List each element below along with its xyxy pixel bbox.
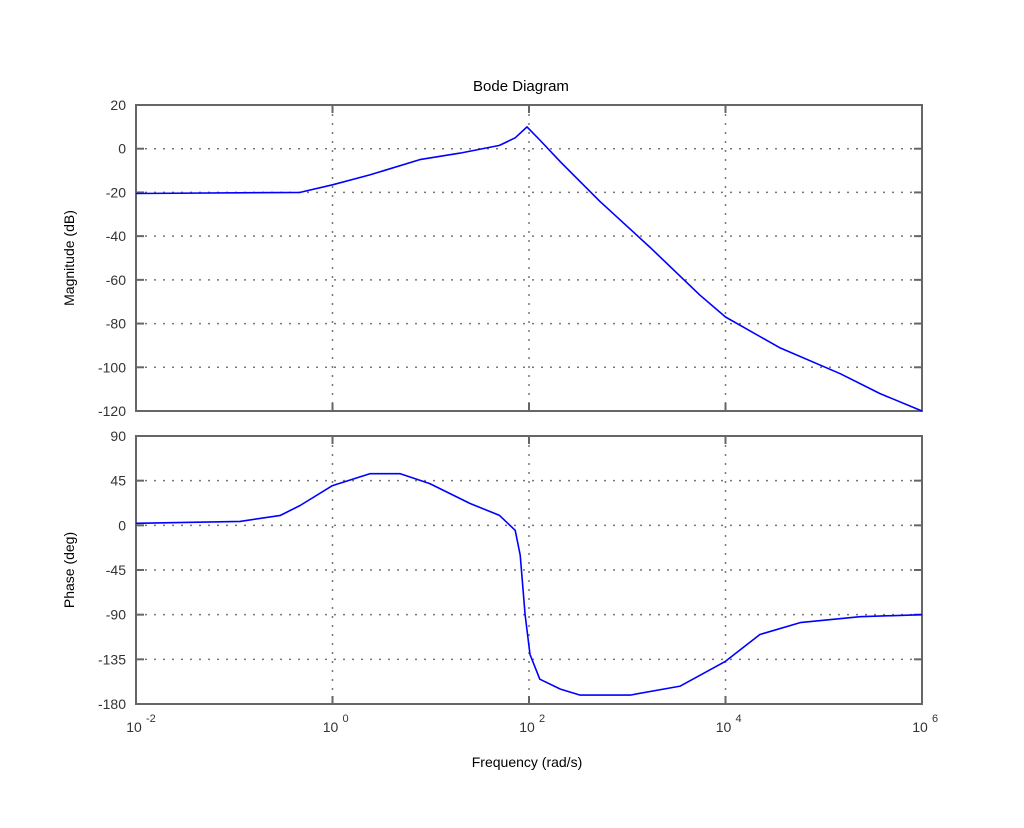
- y-tick-label: -180: [98, 696, 126, 712]
- y-tick-label: -135: [98, 651, 126, 667]
- phase-axes: 90 45 0 -45 -90 -135 -180: [98, 428, 923, 712]
- x-tick-exponent: 4: [736, 713, 742, 725]
- x-tick-label: 10: [323, 719, 339, 735]
- x-axis-label: Frequency (rad/s): [472, 754, 582, 770]
- y-tick-label: -45: [106, 562, 126, 578]
- x-tick-exponent: 6: [932, 713, 938, 725]
- magnitude-curve: [135, 126, 923, 412]
- x-tick-label: 10: [519, 719, 535, 735]
- x-tick-label: 10: [912, 719, 928, 735]
- y-tick-label: -40: [106, 228, 126, 244]
- magnitude-axes: 20 0 -20 -40 -60 -80 -100 -120: [98, 97, 923, 419]
- x-tick-exponent: 2: [539, 713, 545, 725]
- y-tick-label: -100: [98, 359, 126, 375]
- y-tick-label: -20: [106, 184, 126, 200]
- y-tick-label: 0: [118, 517, 126, 533]
- chart-title: Bode Diagram: [473, 78, 569, 95]
- phase-plot-area: [135, 435, 923, 705]
- x-tick-label: 10: [126, 719, 142, 735]
- x-tick-label: 10: [716, 719, 732, 735]
- phase-ylabel: Phase (deg): [61, 532, 77, 608]
- y-tick-label: 90: [110, 428, 126, 444]
- y-tick-label: -90: [106, 607, 126, 623]
- x-tick-exponent: 0: [343, 713, 349, 725]
- y-tick-label: 0: [118, 141, 126, 157]
- x-tick-exponent: -2: [146, 713, 156, 725]
- y-tick-label: 20: [110, 97, 126, 113]
- magnitude-ylabel: Magnitude (dB): [61, 210, 77, 306]
- y-tick-label: 45: [110, 473, 126, 489]
- y-tick-label: -80: [106, 316, 126, 332]
- y-tick-label: -60: [106, 272, 126, 288]
- x-tick-labels: 10 -2 10 0 10 2 10 4 10 6: [126, 713, 938, 735]
- phase-curve: [135, 472, 923, 696]
- y-tick-label: -120: [98, 403, 126, 419]
